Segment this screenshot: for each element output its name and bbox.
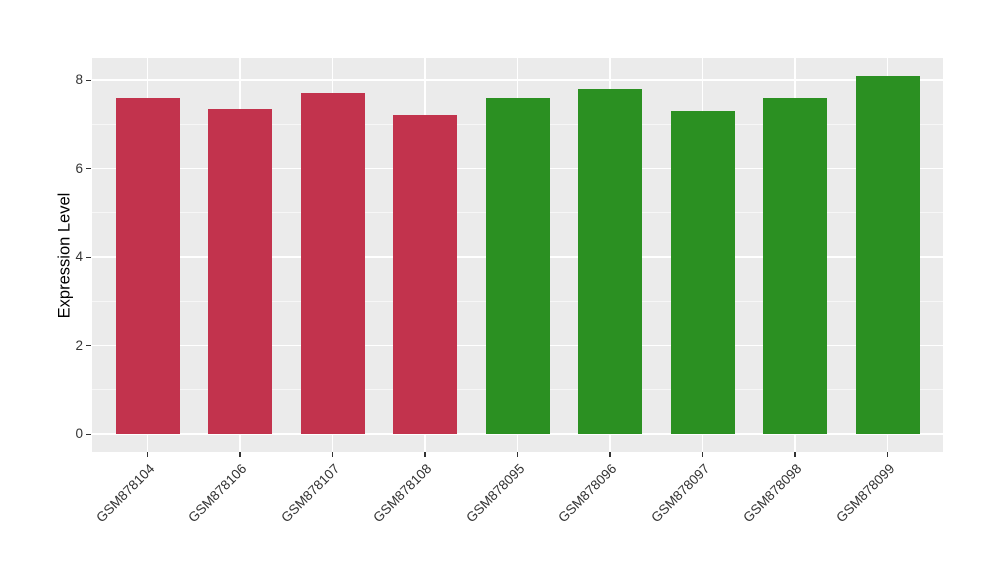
x-tick-label: GSM878099	[832, 461, 898, 526]
bar-GSM878099	[855, 75, 920, 434]
bar-GSM878104	[115, 97, 180, 434]
x-tick-mark	[886, 452, 889, 457]
bar-GSM878107	[300, 93, 365, 434]
y-tick-label: 0	[75, 426, 83, 441]
bar-GSM878108	[393, 115, 457, 434]
x-tick-label: GSM878108	[370, 461, 435, 526]
x-tick-label: GSM878098	[740, 461, 805, 526]
y-tick-label: 2	[75, 337, 83, 353]
x-tick-label: GSM878106	[185, 461, 250, 526]
x-tick-label: GSM878096	[555, 461, 620, 526]
x-tick-mark	[331, 452, 334, 457]
y-tick-mark	[86, 168, 91, 170]
plot-panel	[92, 58, 943, 452]
bar-GSM878097	[670, 110, 735, 434]
x-tick-label: GSM878097	[647, 461, 713, 526]
x-tick-label: GSM878095	[462, 461, 528, 526]
y-tick-label: 8	[75, 72, 83, 87]
y-tick-mark	[86, 433, 91, 435]
bar-GSM878106	[208, 108, 272, 434]
bar-GSM878096	[578, 88, 642, 434]
y-tick-mark	[86, 79, 91, 81]
x-tick-mark	[516, 452, 519, 457]
x-tick-mark	[424, 452, 426, 457]
x-tick-label: GSM878107	[277, 461, 343, 526]
y-tick-label: 4	[75, 249, 83, 264]
y-tick-mark	[86, 256, 91, 258]
x-tick-mark	[146, 452, 149, 457]
y-tick-mark	[86, 345, 91, 347]
x-tick-mark	[609, 452, 611, 457]
x-tick-mark	[701, 452, 704, 457]
x-tick-label: GSM878104	[92, 461, 158, 526]
bar-GSM878095	[485, 97, 550, 434]
x-tick-mark	[794, 452, 796, 457]
x-tick-mark	[239, 452, 241, 457]
bar-GSM878098	[763, 97, 827, 434]
y-tick-label: 6	[75, 160, 83, 176]
